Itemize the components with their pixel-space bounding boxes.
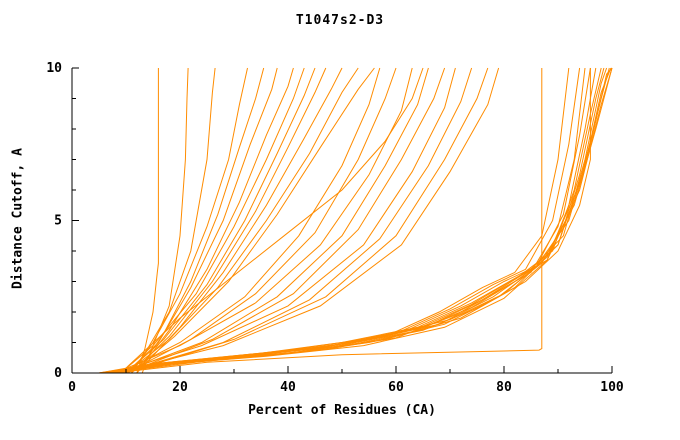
x-axis-label: Percent of Residues (CA) xyxy=(248,403,436,418)
series-line xyxy=(115,67,413,374)
x-tick-label: 40 xyxy=(280,380,296,395)
series-line xyxy=(131,67,375,374)
series-line xyxy=(109,67,613,374)
x-tick-label: 80 xyxy=(496,380,512,395)
series-line xyxy=(131,67,327,374)
y-tick-label: 0 xyxy=(54,366,62,381)
series-line xyxy=(120,67,305,374)
series-line xyxy=(120,67,381,374)
series-line xyxy=(125,67,446,374)
series-line xyxy=(125,67,359,374)
x-tick-label: 60 xyxy=(388,380,404,395)
series-line xyxy=(125,67,278,374)
x-tick-label: 0 xyxy=(68,380,76,395)
series-line xyxy=(115,67,610,374)
series-line xyxy=(104,67,602,374)
y-tick-label: 10 xyxy=(46,61,62,76)
series-line xyxy=(115,68,543,374)
series-line xyxy=(109,67,597,374)
series-line xyxy=(120,67,429,374)
series-line xyxy=(109,68,591,374)
series-line xyxy=(104,67,591,374)
series-line xyxy=(104,67,570,374)
series-line xyxy=(136,68,159,374)
series-line xyxy=(115,67,500,374)
series-line xyxy=(125,67,489,374)
x-tick-label: 100 xyxy=(600,380,624,395)
series-line xyxy=(136,67,294,374)
series-line xyxy=(125,67,316,374)
y-tick-label: 5 xyxy=(54,214,62,229)
series-line xyxy=(115,67,456,374)
series-line xyxy=(120,67,424,374)
x-tick-label: 20 xyxy=(172,380,188,395)
chart-title: T1047s2-D3 xyxy=(295,13,385,28)
